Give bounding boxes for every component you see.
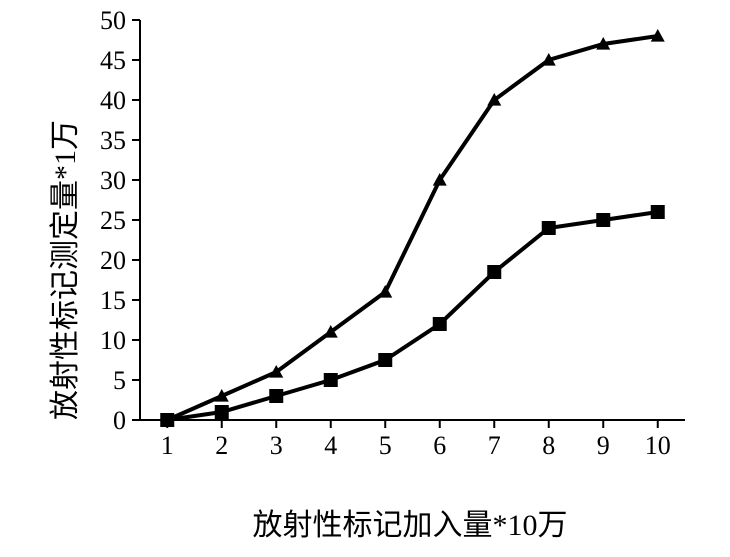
y-tick-label: 30 <box>100 166 126 195</box>
series-top-line <box>167 36 658 420</box>
x-tick-label: 10 <box>645 431 671 460</box>
y-tick-label: 25 <box>100 206 126 235</box>
chart-container: 0510152025303540455012345678910 放射性标记测定量… <box>0 0 730 557</box>
x-tick-label: 2 <box>215 431 228 460</box>
y-tick-label: 15 <box>100 286 126 315</box>
series-bottom-marker <box>324 373 338 387</box>
y-tick-label: 50 <box>100 6 126 35</box>
y-tick-label: 40 <box>100 86 126 115</box>
series-bottom-marker <box>651 205 665 219</box>
x-tick-label: 9 <box>597 431 610 460</box>
series-bottom-marker <box>433 317 447 331</box>
y-tick-label: 20 <box>100 246 126 275</box>
x-tick-label: 3 <box>270 431 283 460</box>
series-bottom-marker <box>160 413 174 427</box>
x-tick-label: 6 <box>433 431 446 460</box>
series-bottom-marker <box>269 389 283 403</box>
x-tick-label: 1 <box>161 431 174 460</box>
line-chart: 0510152025303540455012345678910 <box>0 0 730 557</box>
series-bottom-marker <box>215 405 229 419</box>
series-bottom-marker <box>378 353 392 367</box>
y-tick-label: 45 <box>100 46 126 75</box>
series-top-marker <box>378 285 392 298</box>
y-axis-label: 放射性标记测定量*1万 <box>40 120 84 420</box>
x-tick-label: 7 <box>488 431 501 460</box>
series-bottom-marker <box>542 221 556 235</box>
series-bottom-marker <box>596 213 610 227</box>
x-tick-label: 5 <box>379 431 392 460</box>
x-axis-label: 放射性标记加入量*10万 <box>253 500 568 544</box>
series-bottom-marker <box>487 265 501 279</box>
y-tick-label: 35 <box>100 126 126 155</box>
x-tick-label: 4 <box>324 431 337 460</box>
y-tick-label: 10 <box>100 326 126 355</box>
y-tick-label: 5 <box>113 366 126 395</box>
x-tick-label: 8 <box>542 431 555 460</box>
y-tick-label: 0 <box>113 406 126 435</box>
